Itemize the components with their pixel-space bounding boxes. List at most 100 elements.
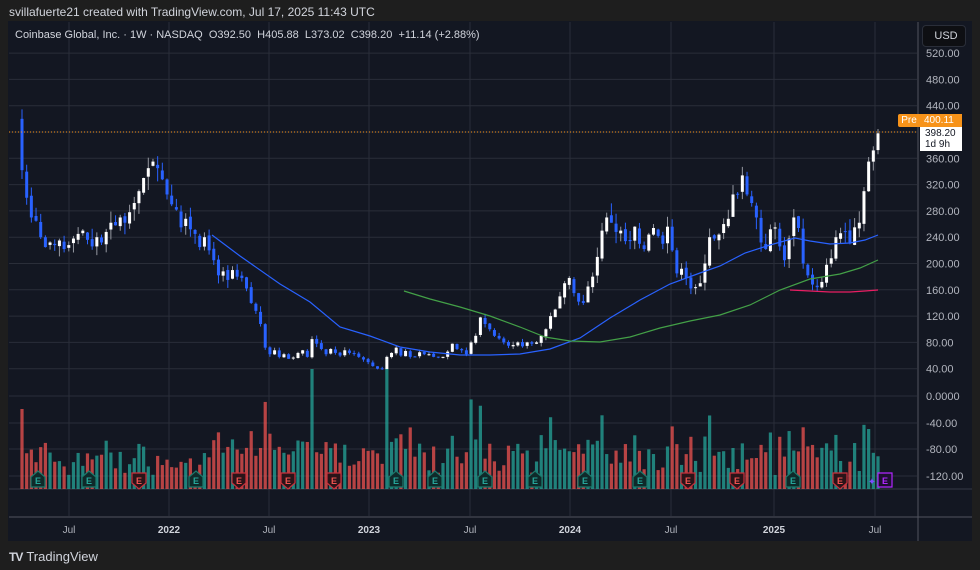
candle-body[interactable] — [609, 215, 613, 223]
candle-body[interactable] — [656, 229, 660, 236]
candle-body[interactable] — [857, 222, 861, 229]
candle-body[interactable] — [773, 227, 777, 229]
candle-body[interactable] — [666, 226, 670, 244]
candle-body[interactable] — [843, 231, 847, 233]
candle-body[interactable] — [25, 171, 29, 198]
candle-body[interactable] — [619, 230, 623, 234]
earnings-marker-icon[interactable] — [729, 472, 745, 490]
candle-body[interactable] — [722, 224, 726, 234]
candle-body[interactable] — [174, 207, 178, 210]
candle-body[interactable] — [151, 161, 155, 166]
candle-body[interactable] — [478, 317, 482, 335]
candle-body[interactable] — [385, 356, 389, 370]
earnings-marker-icon[interactable] — [785, 470, 801, 488]
candle-body[interactable] — [862, 191, 866, 224]
candle-body[interactable] — [651, 227, 655, 235]
candle-body[interactable] — [114, 222, 118, 226]
candle-body[interactable] — [581, 301, 585, 303]
candle-body[interactable] — [212, 248, 216, 261]
earnings-marker-icon[interactable] — [231, 472, 247, 490]
candle-body[interactable] — [319, 343, 323, 349]
candle-body[interactable] — [474, 335, 478, 343]
candle-body[interactable] — [361, 357, 365, 360]
candle-body[interactable] — [29, 195, 33, 218]
candle-body[interactable] — [333, 349, 337, 353]
candle-body[interactable] — [226, 269, 230, 280]
candle-body[interactable] — [128, 212, 132, 224]
candle-body[interactable] — [193, 229, 197, 234]
candle-body[interactable] — [413, 356, 417, 358]
candle-body[interactable] — [418, 352, 422, 357]
candle-body[interactable] — [156, 164, 160, 169]
candle-body[interactable] — [160, 170, 164, 180]
candle-body[interactable] — [450, 343, 454, 352]
candle-body[interactable] — [366, 359, 370, 363]
candle-body[interactable] — [390, 352, 394, 358]
candle-body[interactable] — [792, 217, 796, 237]
candle-body[interactable] — [825, 264, 829, 283]
candle-body[interactable] — [563, 283, 567, 298]
earnings-marker-icon[interactable] — [680, 472, 696, 490]
candle-body[interactable] — [198, 235, 202, 248]
candle-body[interactable] — [839, 233, 843, 239]
candle-body[interactable] — [268, 347, 272, 355]
candle-body[interactable] — [726, 218, 730, 227]
candle-body[interactable] — [525, 342, 529, 346]
candle-body[interactable] — [39, 222, 43, 238]
candle-body[interactable] — [586, 286, 590, 303]
candle-body[interactable] — [34, 216, 38, 221]
candle-body[interactable] — [259, 311, 263, 324]
candle-body[interactable] — [85, 232, 89, 240]
candle-body[interactable] — [427, 354, 431, 356]
candle-body[interactable] — [492, 330, 496, 336]
candle-body[interactable] — [188, 216, 192, 230]
candle-body[interactable] — [71, 238, 75, 244]
candle-body[interactable] — [230, 270, 234, 279]
earnings-marker-icon[interactable] — [877, 472, 893, 488]
candle-body[interactable] — [90, 239, 94, 247]
candle-body[interactable] — [263, 324, 267, 348]
legend-symbol[interactable]: Coinbase Global, Inc. · 1W · NASDAQ — [15, 29, 203, 41]
candle-body[interactable] — [464, 350, 468, 355]
candle-body[interactable] — [567, 277, 571, 285]
candle-body[interactable] — [558, 296, 562, 309]
candle-body[interactable] — [57, 240, 61, 247]
candle-body[interactable] — [488, 323, 492, 330]
candle-body[interactable] — [848, 230, 852, 243]
candle-body[interactable] — [867, 161, 871, 192]
candle-body[interactable] — [614, 223, 618, 232]
candle-body[interactable] — [132, 203, 136, 210]
candle-body[interactable] — [118, 217, 122, 227]
candle-body[interactable] — [394, 347, 398, 354]
candle-body[interactable] — [460, 349, 464, 351]
candle-body[interactable] — [137, 191, 141, 204]
earnings-marker-icon[interactable] — [632, 470, 648, 488]
candle-body[interactable] — [95, 237, 99, 247]
candle-body[interactable] — [221, 271, 225, 276]
candle-body[interactable] — [81, 230, 85, 234]
candle-body[interactable] — [422, 351, 426, 355]
candle-body[interactable] — [806, 264, 810, 276]
candle-body[interactable] — [399, 348, 403, 356]
earnings-marker-icon[interactable] — [30, 470, 46, 488]
candle-body[interactable] — [577, 293, 581, 302]
candle-body[interactable] — [436, 356, 440, 358]
candle-body[interactable] — [768, 229, 772, 252]
earnings-marker-icon[interactable] — [832, 472, 848, 490]
candle-body[interactable] — [829, 258, 833, 264]
candle-body[interactable] — [469, 342, 473, 354]
candle-body[interactable] — [48, 242, 52, 245]
candle-body[interactable] — [717, 234, 721, 241]
candle-body[interactable] — [245, 277, 249, 289]
candle-body[interactable] — [315, 338, 319, 344]
candle-body[interactable] — [235, 269, 239, 277]
earnings-marker-icon[interactable] — [527, 470, 543, 488]
candle-body[interactable] — [778, 228, 782, 247]
upcoming-event-icon[interactable]: ✦ — [868, 477, 876, 488]
candle-body[interactable] — [282, 354, 286, 358]
candle-body[interactable] — [516, 342, 520, 346]
candle-body[interactable] — [146, 168, 150, 177]
candle-body[interactable] — [291, 357, 295, 359]
tradingview-logo[interactable]: TV TradingView — [9, 549, 98, 564]
candle-body[interactable] — [572, 279, 576, 294]
